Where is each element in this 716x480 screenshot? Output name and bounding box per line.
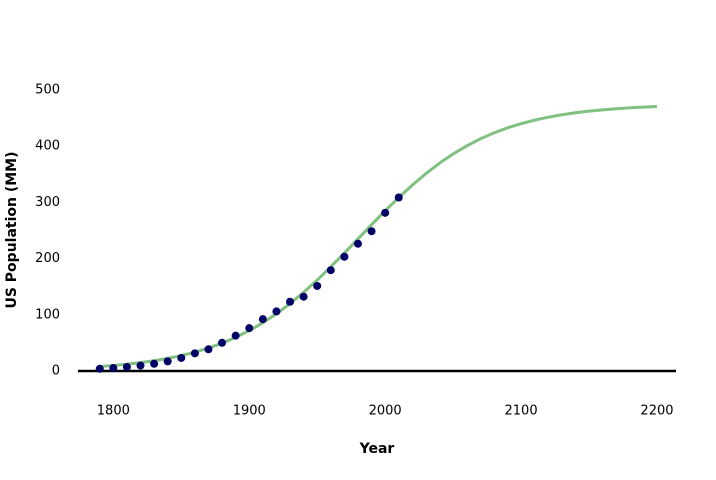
data-point xyxy=(367,227,376,236)
y-tick-label: 400 xyxy=(35,139,60,154)
data-point xyxy=(353,239,362,248)
data-point xyxy=(258,315,267,324)
x-tick-label: 1800 xyxy=(97,404,130,419)
data-point xyxy=(394,193,403,202)
y-tick-label: 500 xyxy=(35,83,60,98)
data-point xyxy=(190,349,199,358)
data-point xyxy=(218,338,227,347)
data-point xyxy=(136,361,145,370)
y-tick-label: 100 xyxy=(35,307,60,322)
x-tick-label: 1900 xyxy=(233,404,266,419)
data-point xyxy=(340,252,349,261)
data-point xyxy=(177,353,186,362)
x-tick-label: 2100 xyxy=(505,404,538,419)
data-point xyxy=(109,364,118,373)
data-point xyxy=(272,307,281,316)
y-axis-title: US Population (MM) xyxy=(4,151,20,308)
data-point xyxy=(204,345,213,354)
fit-line xyxy=(99,105,658,368)
data-point xyxy=(122,362,131,371)
x-axis-title: Year xyxy=(359,441,395,457)
data-point xyxy=(381,208,390,217)
data-point xyxy=(313,281,322,290)
data-point xyxy=(150,359,159,368)
data-point xyxy=(231,331,240,340)
data-point xyxy=(95,364,104,373)
data-point xyxy=(163,357,172,366)
data-point xyxy=(326,266,335,275)
y-tick-label: 0 xyxy=(52,364,60,379)
x-tick-label: 2000 xyxy=(369,404,402,419)
data-point xyxy=(245,324,254,333)
data-point xyxy=(286,297,295,306)
x-tick-label: 2200 xyxy=(640,404,673,419)
y-tick-label: 300 xyxy=(35,195,60,210)
data-point xyxy=(299,292,308,301)
y-tick-label: 200 xyxy=(35,251,60,266)
